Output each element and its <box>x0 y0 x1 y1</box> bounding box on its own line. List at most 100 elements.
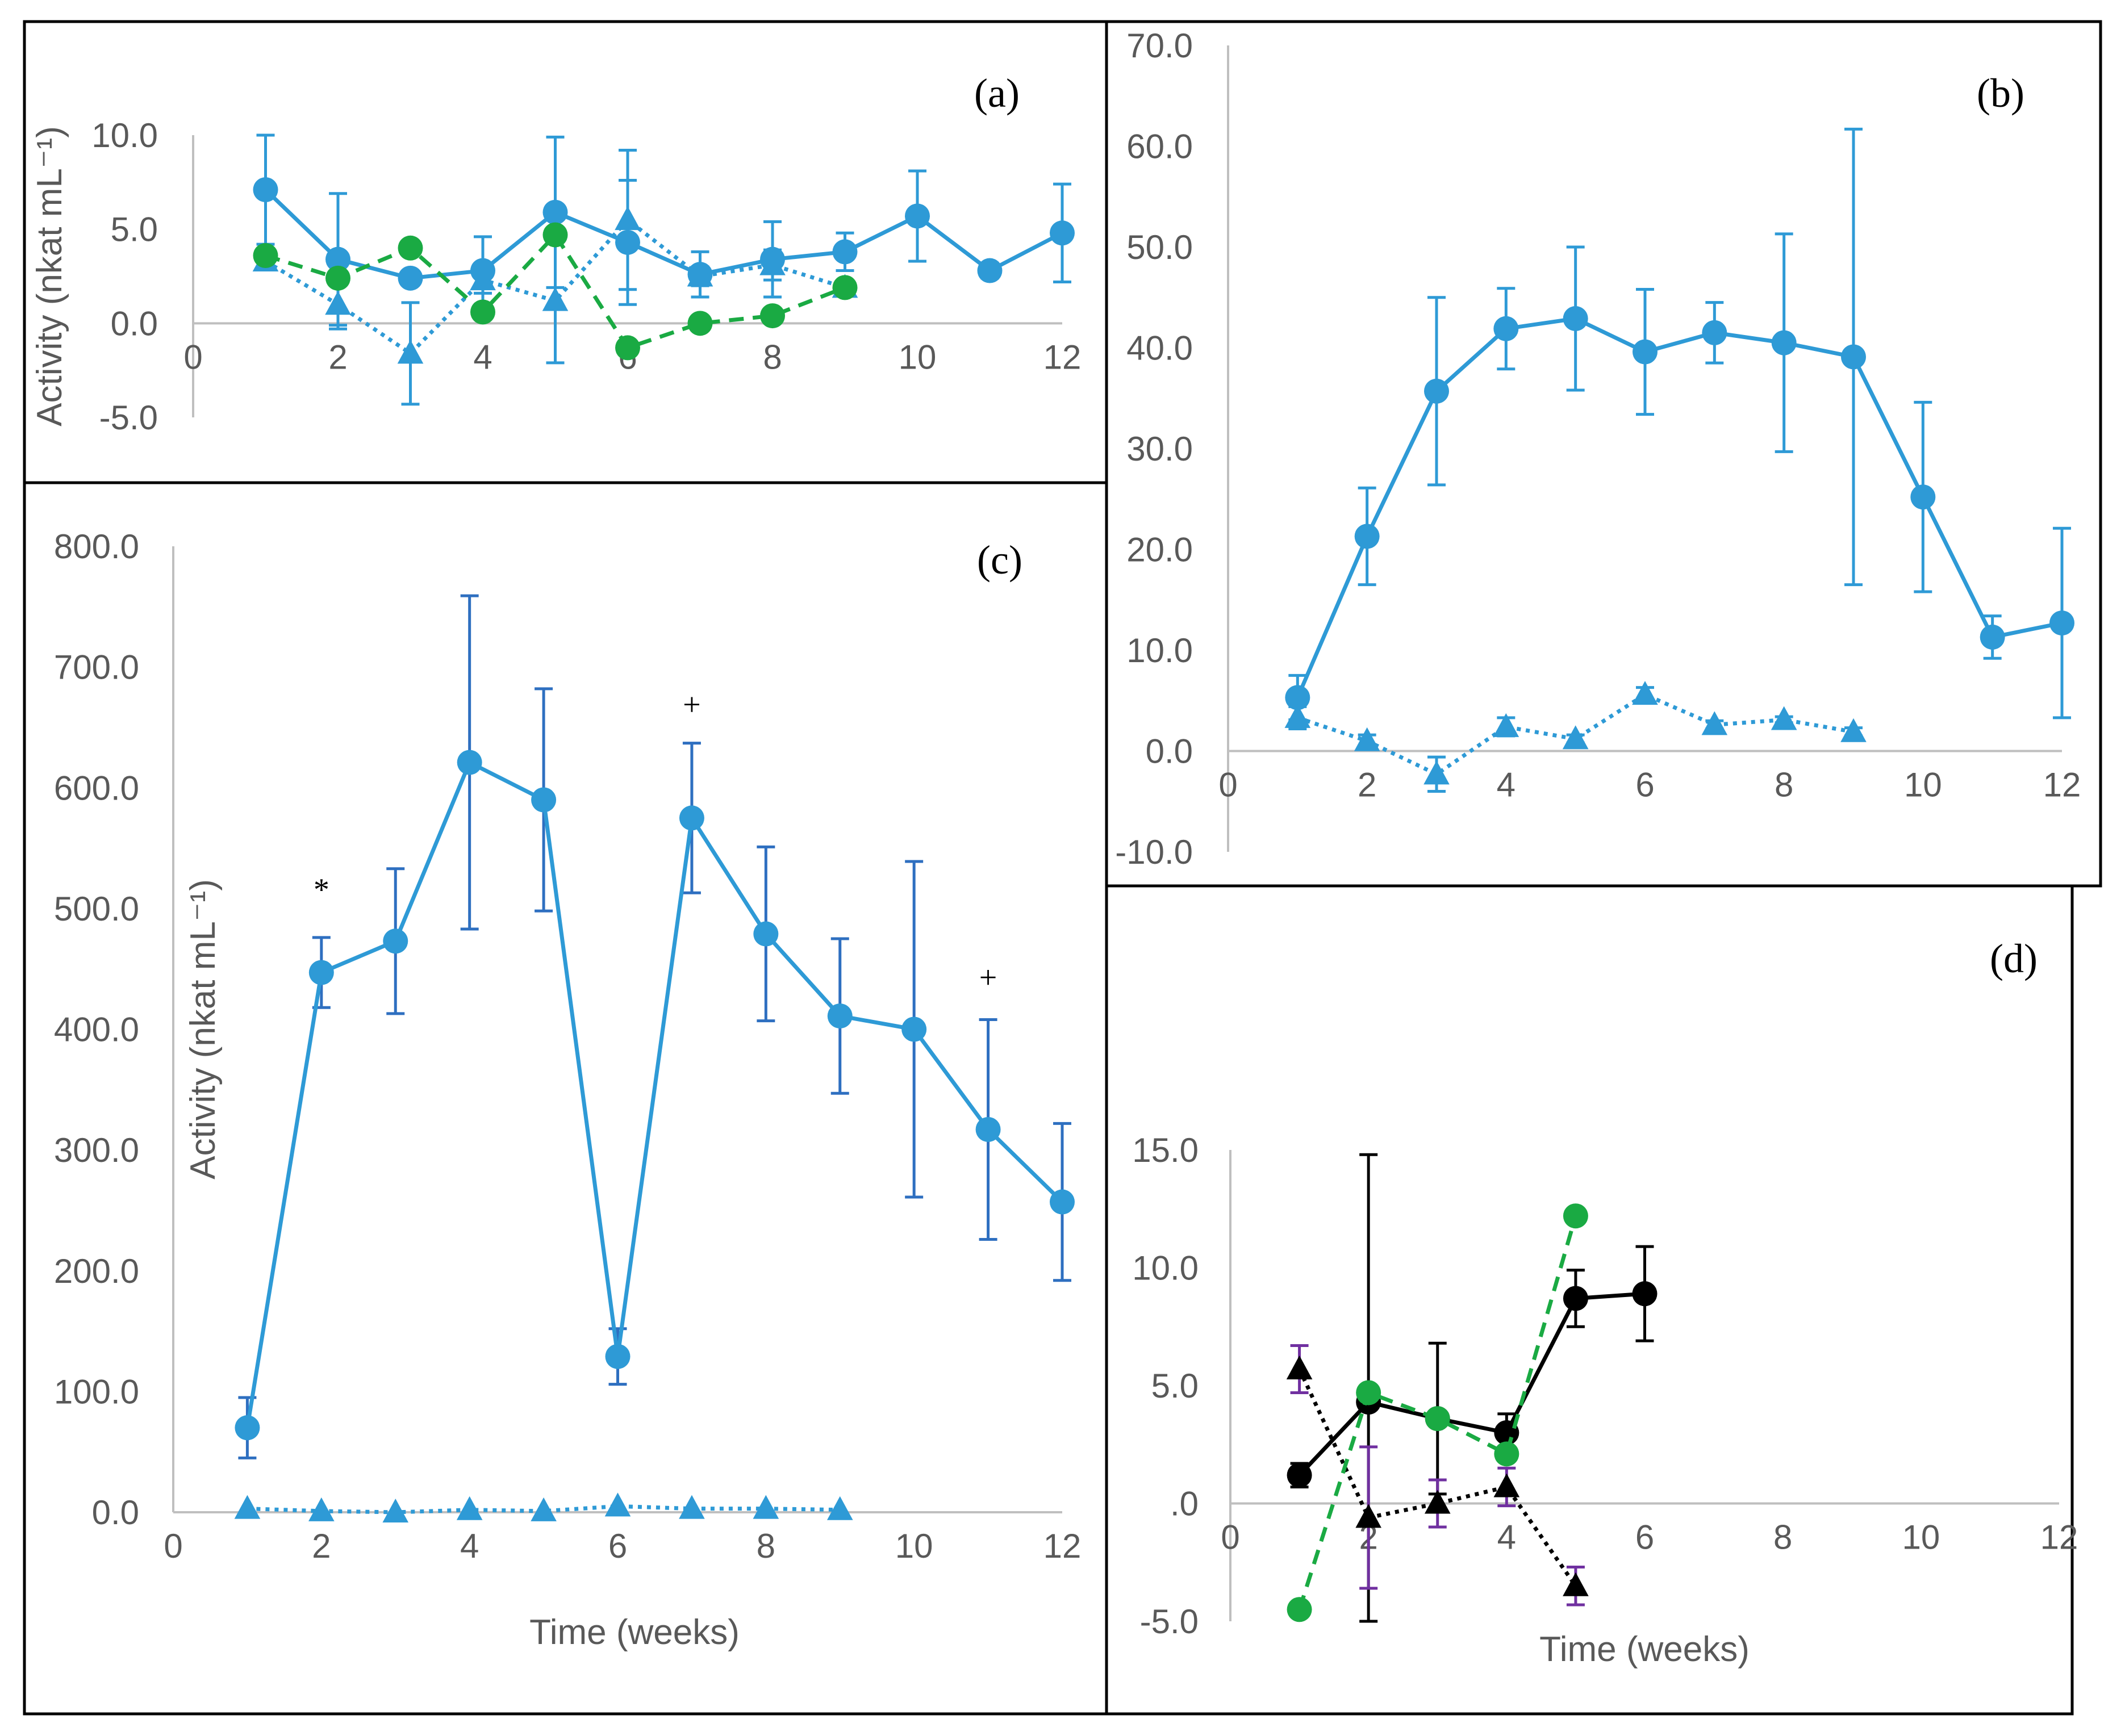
data-point <box>1632 681 1658 705</box>
x-tick-label: 4 <box>1497 1519 1516 1557</box>
data-point <box>542 287 569 311</box>
data-point <box>1701 711 1728 735</box>
x-tick-label: 8 <box>1775 766 1793 804</box>
data-point <box>759 251 786 275</box>
y-tick-label: 5.0 <box>111 211 158 249</box>
data-point <box>605 1344 631 1369</box>
series-line <box>265 233 846 350</box>
panel-label: (b) <box>1977 70 2024 116</box>
y-tick-label: 200.0 <box>54 1252 139 1290</box>
data-point <box>1423 760 1450 785</box>
annotation-mark: + <box>979 960 997 995</box>
data-point <box>1424 1490 1451 1514</box>
annotation-mark: * <box>314 872 329 907</box>
series-2 <box>234 1492 853 1522</box>
data-point <box>383 928 408 954</box>
data-point <box>1285 685 1310 710</box>
panel-label: (d) <box>1990 936 2038 981</box>
data-point <box>542 199 568 225</box>
data-point <box>457 750 482 775</box>
y-tick-label: 500.0 <box>54 890 139 928</box>
data-point <box>1493 713 1519 737</box>
y-tick-label: 0.0 <box>111 304 158 342</box>
data-point <box>1563 1203 1588 1229</box>
y-tick-label: -5.0 <box>1140 1603 1199 1641</box>
y-tick-label: 5.0 <box>1151 1367 1199 1405</box>
x-tick-label: 0 <box>1221 1519 1239 1557</box>
data-point <box>615 206 641 231</box>
data-point <box>687 262 713 287</box>
x-axis-title: Time (weeks) <box>529 1613 740 1652</box>
x-tick-label: 4 <box>1497 766 1516 804</box>
data-point <box>2049 610 2074 636</box>
data-point <box>1425 1406 1450 1432</box>
data-point <box>542 222 568 248</box>
data-point <box>832 239 858 265</box>
x-tick-label: 12 <box>2043 766 2081 804</box>
data-point <box>382 1499 409 1522</box>
data-point <box>1287 1462 1312 1488</box>
series-line <box>247 1504 840 1515</box>
x-tick-label: 8 <box>763 338 782 376</box>
x-tick-label: 0 <box>183 338 202 376</box>
x-tick-label: 2 <box>328 338 347 376</box>
y-tick-label: 0.0 <box>92 1494 139 1532</box>
y-tick-label: 600.0 <box>54 769 139 807</box>
series-3 <box>253 222 858 361</box>
x-tick-label: 2 <box>312 1527 331 1565</box>
data-point <box>308 960 334 985</box>
x-tick-label: 6 <box>608 1527 627 1565</box>
data-point <box>1840 718 1867 742</box>
data-point <box>1424 378 1449 404</box>
y-tick-label: -10.0 <box>1115 833 1193 871</box>
y-tick-label: 400.0 <box>54 1011 139 1049</box>
data-point <box>1354 524 1380 549</box>
y-tick-label: 15.0 <box>1132 1131 1199 1169</box>
y-tick-label: 20.0 <box>1126 531 1193 569</box>
data-point <box>1493 316 1519 341</box>
x-axis-title: Time (weeks) <box>1539 1630 1750 1669</box>
x-tick-label: 10 <box>1902 1519 1940 1557</box>
data-point <box>1287 1597 1312 1622</box>
data-point <box>832 275 858 300</box>
chart-b: 0 2 4 6 8 10 12 70.0 60.0 50.0 40.0 30.0 20.0 10.0 0.0… <box>1115 27 2081 871</box>
panel-d-frame <box>1105 884 2074 1716</box>
series-3 <box>1287 1203 1588 1622</box>
data-point <box>1841 344 1866 370</box>
x-tick-label: 8 <box>757 1527 775 1565</box>
x-tick-label: 10 <box>895 1527 933 1565</box>
data-point <box>615 335 640 361</box>
data-point <box>1980 624 2005 650</box>
data-point <box>679 805 704 831</box>
data-point <box>531 1497 557 1521</box>
series-1 <box>235 594 1075 1459</box>
data-point <box>604 1492 631 1517</box>
data-point <box>1771 706 1797 730</box>
chart-c: 0 2 4 6 8 10 12 800.0 700.0 600.0 500.0 400.0 300.0 2… <box>54 528 1082 1652</box>
data-point <box>1771 330 1797 355</box>
data-point <box>470 299 495 325</box>
y-tick-label: 10.0 <box>1126 631 1193 670</box>
data-point <box>325 265 350 291</box>
x-tick-label: 12 <box>1043 338 1082 376</box>
y-axis-title: Activity (nkat mL⁻¹) <box>183 879 223 1179</box>
data-point <box>679 1495 705 1519</box>
data-point <box>235 1415 260 1441</box>
data-point <box>234 1495 261 1519</box>
y-tick-label: 0.0 <box>1146 733 1193 771</box>
x-tick-label: 2 <box>1358 766 1376 804</box>
y-tick-label: 800.0 <box>54 528 139 566</box>
x-tick-label: 0 <box>1218 766 1237 804</box>
y-tick-label: 70.0 <box>1126 27 1193 65</box>
data-point <box>1354 727 1380 751</box>
y-tick-label: 700.0 <box>54 649 139 687</box>
data-point <box>253 243 278 269</box>
data-point <box>1563 1286 1588 1311</box>
data-point <box>687 311 713 336</box>
y-tick-label: 10.0 <box>91 116 158 154</box>
series-line <box>1297 1215 1578 1610</box>
data-point <box>1910 484 1936 510</box>
